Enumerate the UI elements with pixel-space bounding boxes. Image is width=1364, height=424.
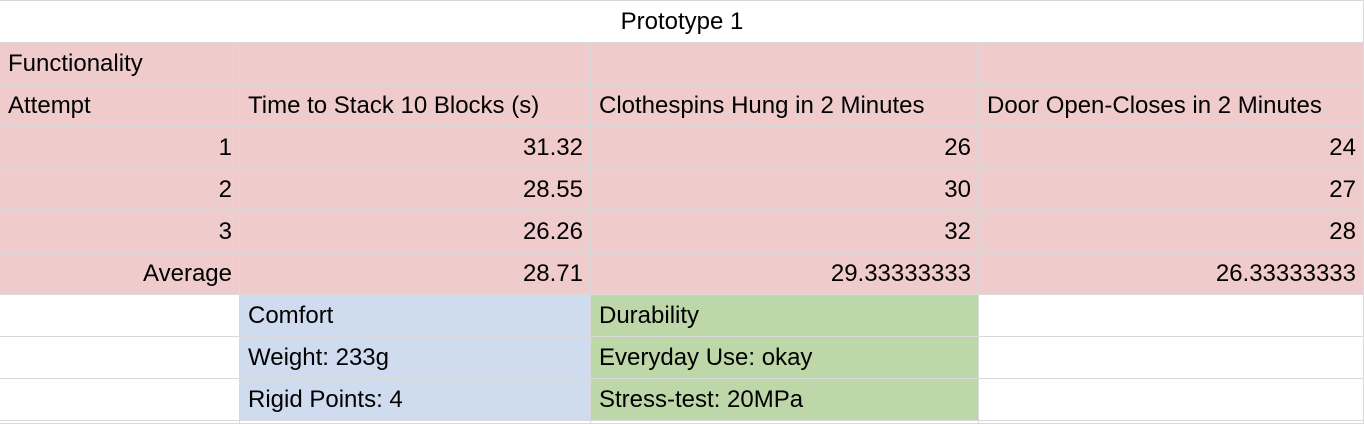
attempt-cell[interactable]: 2 [0, 169, 240, 211]
empty-cell[interactable] [0, 337, 240, 379]
door-cell[interactable]: 28 [979, 211, 1364, 253]
clothespins-cell[interactable]: 32 [591, 211, 979, 253]
empty-cell[interactable] [0, 379, 240, 421]
attempt-cell[interactable]: 1 [0, 127, 240, 169]
door-cell[interactable]: 24 [979, 127, 1364, 169]
clothespins-cell[interactable]: 26 [591, 127, 979, 169]
header-door[interactable]: Door Open-Closes in 2 Minutes [979, 85, 1364, 127]
stack-time-cell[interactable]: 28.55 [240, 169, 591, 211]
empty-cell[interactable] [979, 43, 1364, 85]
durability-everyday-cell[interactable]: Everyday Use: okay [591, 337, 979, 379]
header-stack-time[interactable]: Time to Stack 10 Blocks (s) [240, 85, 591, 127]
empty-cell[interactable] [591, 43, 979, 85]
title-cell[interactable]: Prototype 1 [0, 1, 1364, 43]
header-attempt[interactable]: Attempt [0, 85, 240, 127]
durability-stress-test-cell[interactable]: Stress-test: 20MPa [591, 379, 979, 421]
comfort-rigid-points-cell[interactable]: Rigid Points: 4 [240, 379, 591, 421]
clothespins-cell[interactable]: 30 [591, 169, 979, 211]
comfort-weight-cell[interactable]: Weight: 233g [240, 337, 591, 379]
average-label-cell[interactable]: Average [0, 253, 240, 295]
stack-time-cell[interactable]: 31.32 [240, 127, 591, 169]
header-clothespins[interactable]: Clothespins Hung in 2 Minutes [591, 85, 979, 127]
empty-cell[interactable] [979, 337, 1364, 379]
empty-cell[interactable] [979, 379, 1364, 421]
durability-label-cell[interactable]: Durability [591, 295, 979, 337]
stack-time-cell[interactable]: 26.26 [240, 211, 591, 253]
empty-cell[interactable] [0, 295, 240, 337]
comfort-label-cell[interactable]: Comfort [240, 295, 591, 337]
empty-cell[interactable] [979, 295, 1364, 337]
attempt-cell[interactable]: 3 [0, 211, 240, 253]
clothespins-average-cell[interactable]: 29.33333333 [591, 253, 979, 295]
functionality-label-cell[interactable]: Functionality [0, 43, 240, 85]
stack-time-average-cell[interactable]: 28.71 [240, 253, 591, 295]
door-average-cell[interactable]: 26.33333333 [979, 253, 1364, 295]
empty-cell[interactable] [240, 43, 591, 85]
door-cell[interactable]: 27 [979, 169, 1364, 211]
top-gridline [0, 0, 1364, 1]
